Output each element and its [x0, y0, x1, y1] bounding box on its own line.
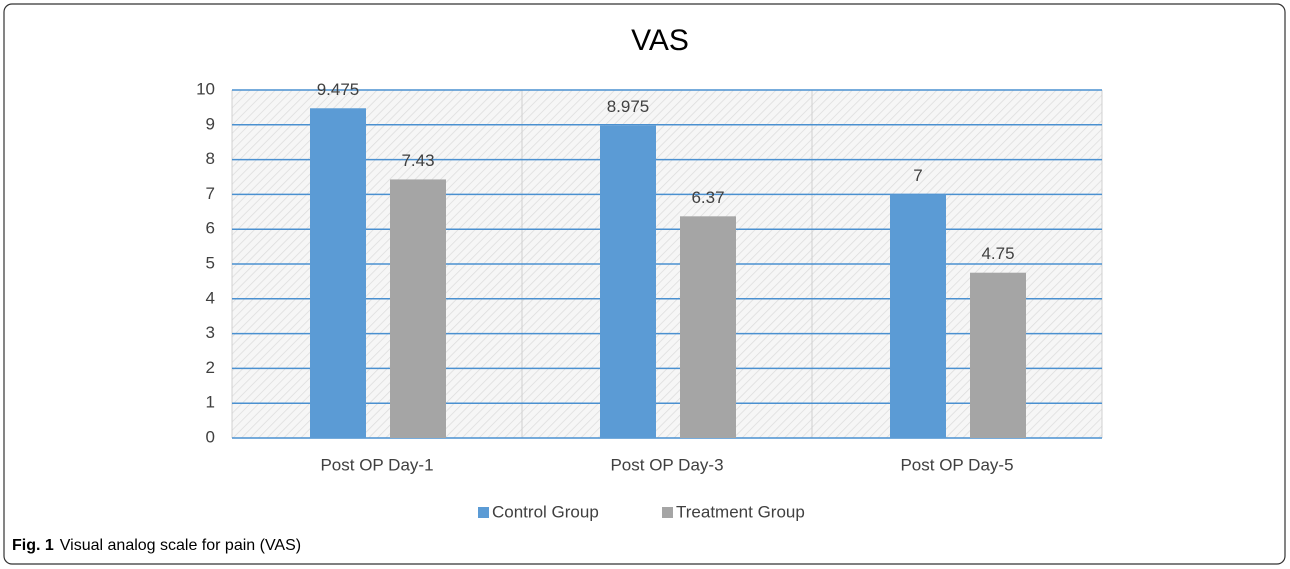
x-tick-label: Post OP Day-5 [900, 455, 1013, 474]
y-tick-label: 0 [206, 427, 215, 446]
legend-swatch [662, 507, 673, 518]
y-tick-label: 7 [206, 184, 215, 203]
data-label: 7 [913, 166, 922, 185]
bar [390, 179, 446, 438]
legend-label: Treatment Group [676, 502, 805, 521]
y-tick-label: 2 [206, 358, 215, 377]
caption-label: Fig. 1 [12, 537, 54, 554]
data-label: 7.43 [401, 151, 434, 170]
bar [890, 194, 946, 438]
y-tick-label: 5 [206, 253, 215, 272]
y-tick-label: 4 [206, 288, 215, 307]
caption: Fig. 1 Visual analog scale for pain (VAS) [12, 537, 301, 554]
y-tick-label: 10 [196, 79, 215, 98]
caption-text: Visual analog scale for pain (VAS) [60, 537, 301, 554]
legend-swatch [478, 507, 489, 518]
bar [970, 272, 1026, 438]
chart-title: VAS [631, 24, 689, 57]
y-tick-label: 6 [206, 219, 215, 238]
y-tick-label: 1 [206, 393, 215, 412]
bar [600, 125, 656, 439]
y-tick-label: 9 [206, 114, 215, 133]
x-tick-label: Post OP Day-1 [320, 455, 433, 474]
y-tick-label: 8 [206, 149, 215, 168]
data-label: 8.975 [607, 97, 650, 116]
y-tick-label: 3 [206, 323, 215, 342]
data-label: 4.75 [981, 244, 1014, 263]
data-label: 9.475 [317, 80, 360, 99]
x-tick-label: Post OP Day-3 [610, 455, 723, 474]
bar [680, 216, 736, 438]
legend-label: Control Group [492, 502, 599, 521]
data-label: 6.37 [691, 188, 724, 207]
bar [310, 108, 366, 439]
